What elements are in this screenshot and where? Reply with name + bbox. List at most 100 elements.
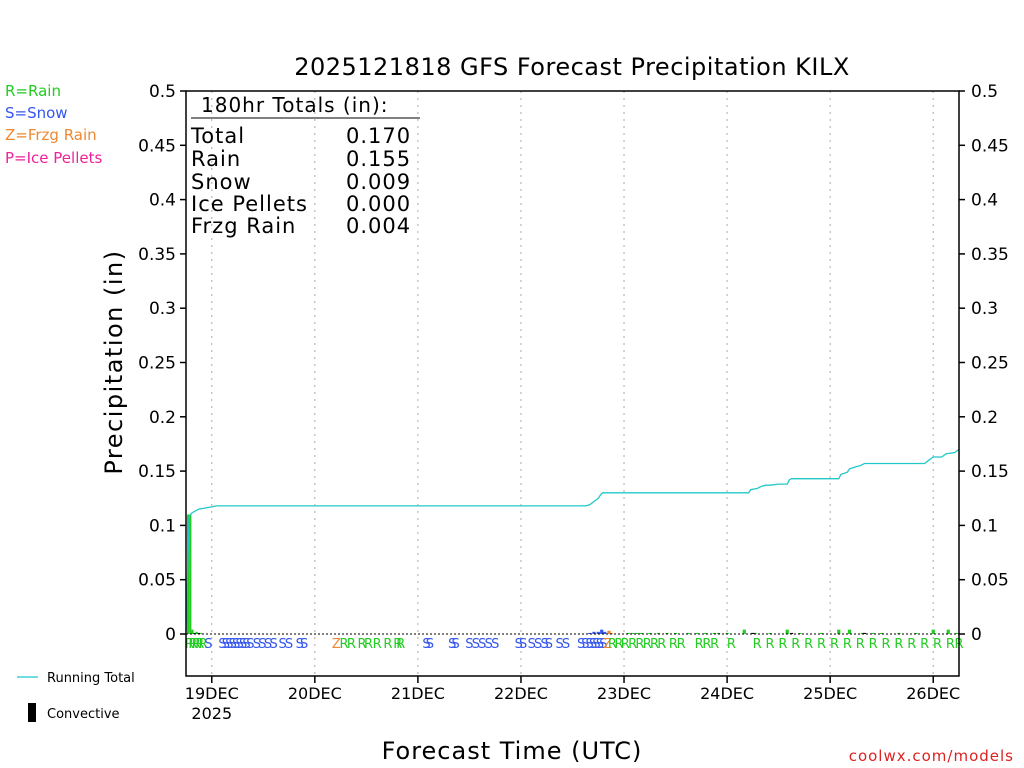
ptype-code: R (946, 637, 955, 652)
bar-rain (626, 632, 630, 634)
y-tick-label-left: 0.4 (149, 191, 176, 211)
ptype-code: R (195, 637, 204, 652)
ptype-code: S (545, 637, 553, 652)
plot-frame (185, 90, 960, 677)
y-tick-label-right: 0.1 (971, 516, 998, 536)
bar-rain (712, 632, 716, 634)
ptype-code: R (185, 637, 194, 652)
legend-convective-swatch (28, 703, 36, 722)
bar-snow (588, 632, 592, 634)
bar-rain (648, 632, 652, 634)
ptype-code: S (218, 637, 226, 652)
ptype-code: S (515, 637, 523, 652)
bar-rain (199, 632, 203, 634)
y-tick-label-left: 0.15 (138, 462, 176, 482)
ptype-code: R (920, 637, 929, 652)
x-tick-label: 19DEC (185, 684, 239, 703)
bar-convective (197, 632, 200, 634)
y-tick-label-right: 0.5 (971, 82, 998, 102)
y-tick-label-left: 0.35 (138, 245, 176, 265)
ptype-code: S (258, 637, 266, 652)
totals-value-frzg-rain: 0.004 (346, 214, 411, 238)
legend-convective: Convective (47, 707, 120, 722)
running-total-line (185, 448, 960, 632)
ptype-code: S (236, 637, 244, 652)
ptype-code: R (628, 637, 637, 652)
precip-bars (187, 514, 959, 634)
bar-convective (751, 632, 755, 634)
bar-rain (686, 632, 691, 634)
ptype-code: S (534, 637, 542, 652)
ptype-code: R (766, 637, 775, 652)
y-tick-label-right: 0.35 (971, 245, 1009, 265)
bar-rain (914, 632, 918, 634)
y-tick-label-right: 0.3 (971, 299, 998, 319)
ptype-code: S (452, 637, 460, 652)
ptype-code: R (199, 637, 208, 652)
ptype-code: S (562, 637, 570, 652)
y-tick-label-right: 0.25 (971, 354, 1009, 374)
ptype-code: R (650, 637, 659, 652)
ptype-code: S (422, 637, 430, 652)
y-tick-label-right: 0.4 (971, 191, 998, 211)
y-axis-ticks: 0 0 0.05 0.05 0.1 0.1 0.15 0.15 0.2 0.2 0.25 0.25 0.… (138, 82, 1009, 645)
ptype-code: S (581, 637, 589, 652)
x-tick-label: 21DEC (391, 684, 445, 703)
ptype-code: R (933, 637, 942, 652)
bar-snow (596, 631, 600, 634)
legend-rain: R=Rain (5, 82, 61, 100)
totals-value-rain: 0.155 (346, 147, 411, 171)
ptype-code: S (555, 637, 563, 652)
bar-rain (716, 632, 721, 634)
ptype-code: R (695, 637, 704, 652)
ptype-code: S (596, 637, 604, 652)
bar-snow (600, 629, 604, 634)
ptype-code: S (589, 637, 597, 652)
ptype-code: S (472, 637, 480, 652)
bar-rain (837, 629, 841, 634)
bar-rain (819, 632, 824, 634)
totals-value-ice-pellets: 0.000 (346, 192, 411, 216)
bar-rain (742, 629, 746, 634)
ptype-code: S (586, 637, 594, 652)
totals-label-ice-pellets: Ice Pellets (191, 192, 308, 216)
bar-convective (193, 632, 196, 634)
ptype-code: S (229, 637, 237, 652)
ptype-code: R (817, 637, 826, 652)
totals-label-rain: Rain (191, 147, 241, 171)
ptype-code: R (702, 637, 711, 652)
bar-snow (592, 631, 596, 634)
ptype-code: R (710, 637, 719, 652)
bar-rain (897, 632, 901, 634)
ptype-code: S (269, 637, 277, 652)
ptype-code: R (614, 637, 623, 652)
ptype-code: S (599, 637, 607, 652)
ptype-code: R (347, 637, 356, 652)
y-tick-label-left: 0.3 (149, 299, 176, 319)
bar-rain (195, 631, 198, 634)
bar-rain (631, 632, 635, 634)
ptype-code: R (635, 637, 644, 652)
ptype-code: R (657, 637, 666, 652)
bar-rain (725, 632, 729, 634)
bar-rain (955, 632, 959, 634)
y-tick-label-right: 0.45 (971, 136, 1009, 156)
bar-rain (753, 632, 757, 634)
ptype-code: R (643, 637, 652, 652)
totals-value-total: 0.170 (346, 124, 411, 148)
bar-rain (946, 629, 950, 634)
ptype-code: R (669, 637, 678, 652)
bar-frzg-rain (609, 632, 613, 634)
y-tick-label-right: 0.15 (971, 462, 1009, 482)
y-tick-label-left: 0.05 (138, 571, 176, 591)
totals-value-snow: 0.009 (346, 170, 411, 194)
ptype-code: R (677, 637, 686, 652)
ptype-code: S (246, 637, 254, 652)
legend-snow: S=Snow (5, 104, 68, 122)
ptype-code: S (300, 637, 308, 652)
y-tick-label-left: 0.1 (149, 516, 176, 536)
y-axis-label: Precipitation (in) (100, 249, 128, 474)
y-tick-label-left: 0.25 (138, 354, 176, 374)
